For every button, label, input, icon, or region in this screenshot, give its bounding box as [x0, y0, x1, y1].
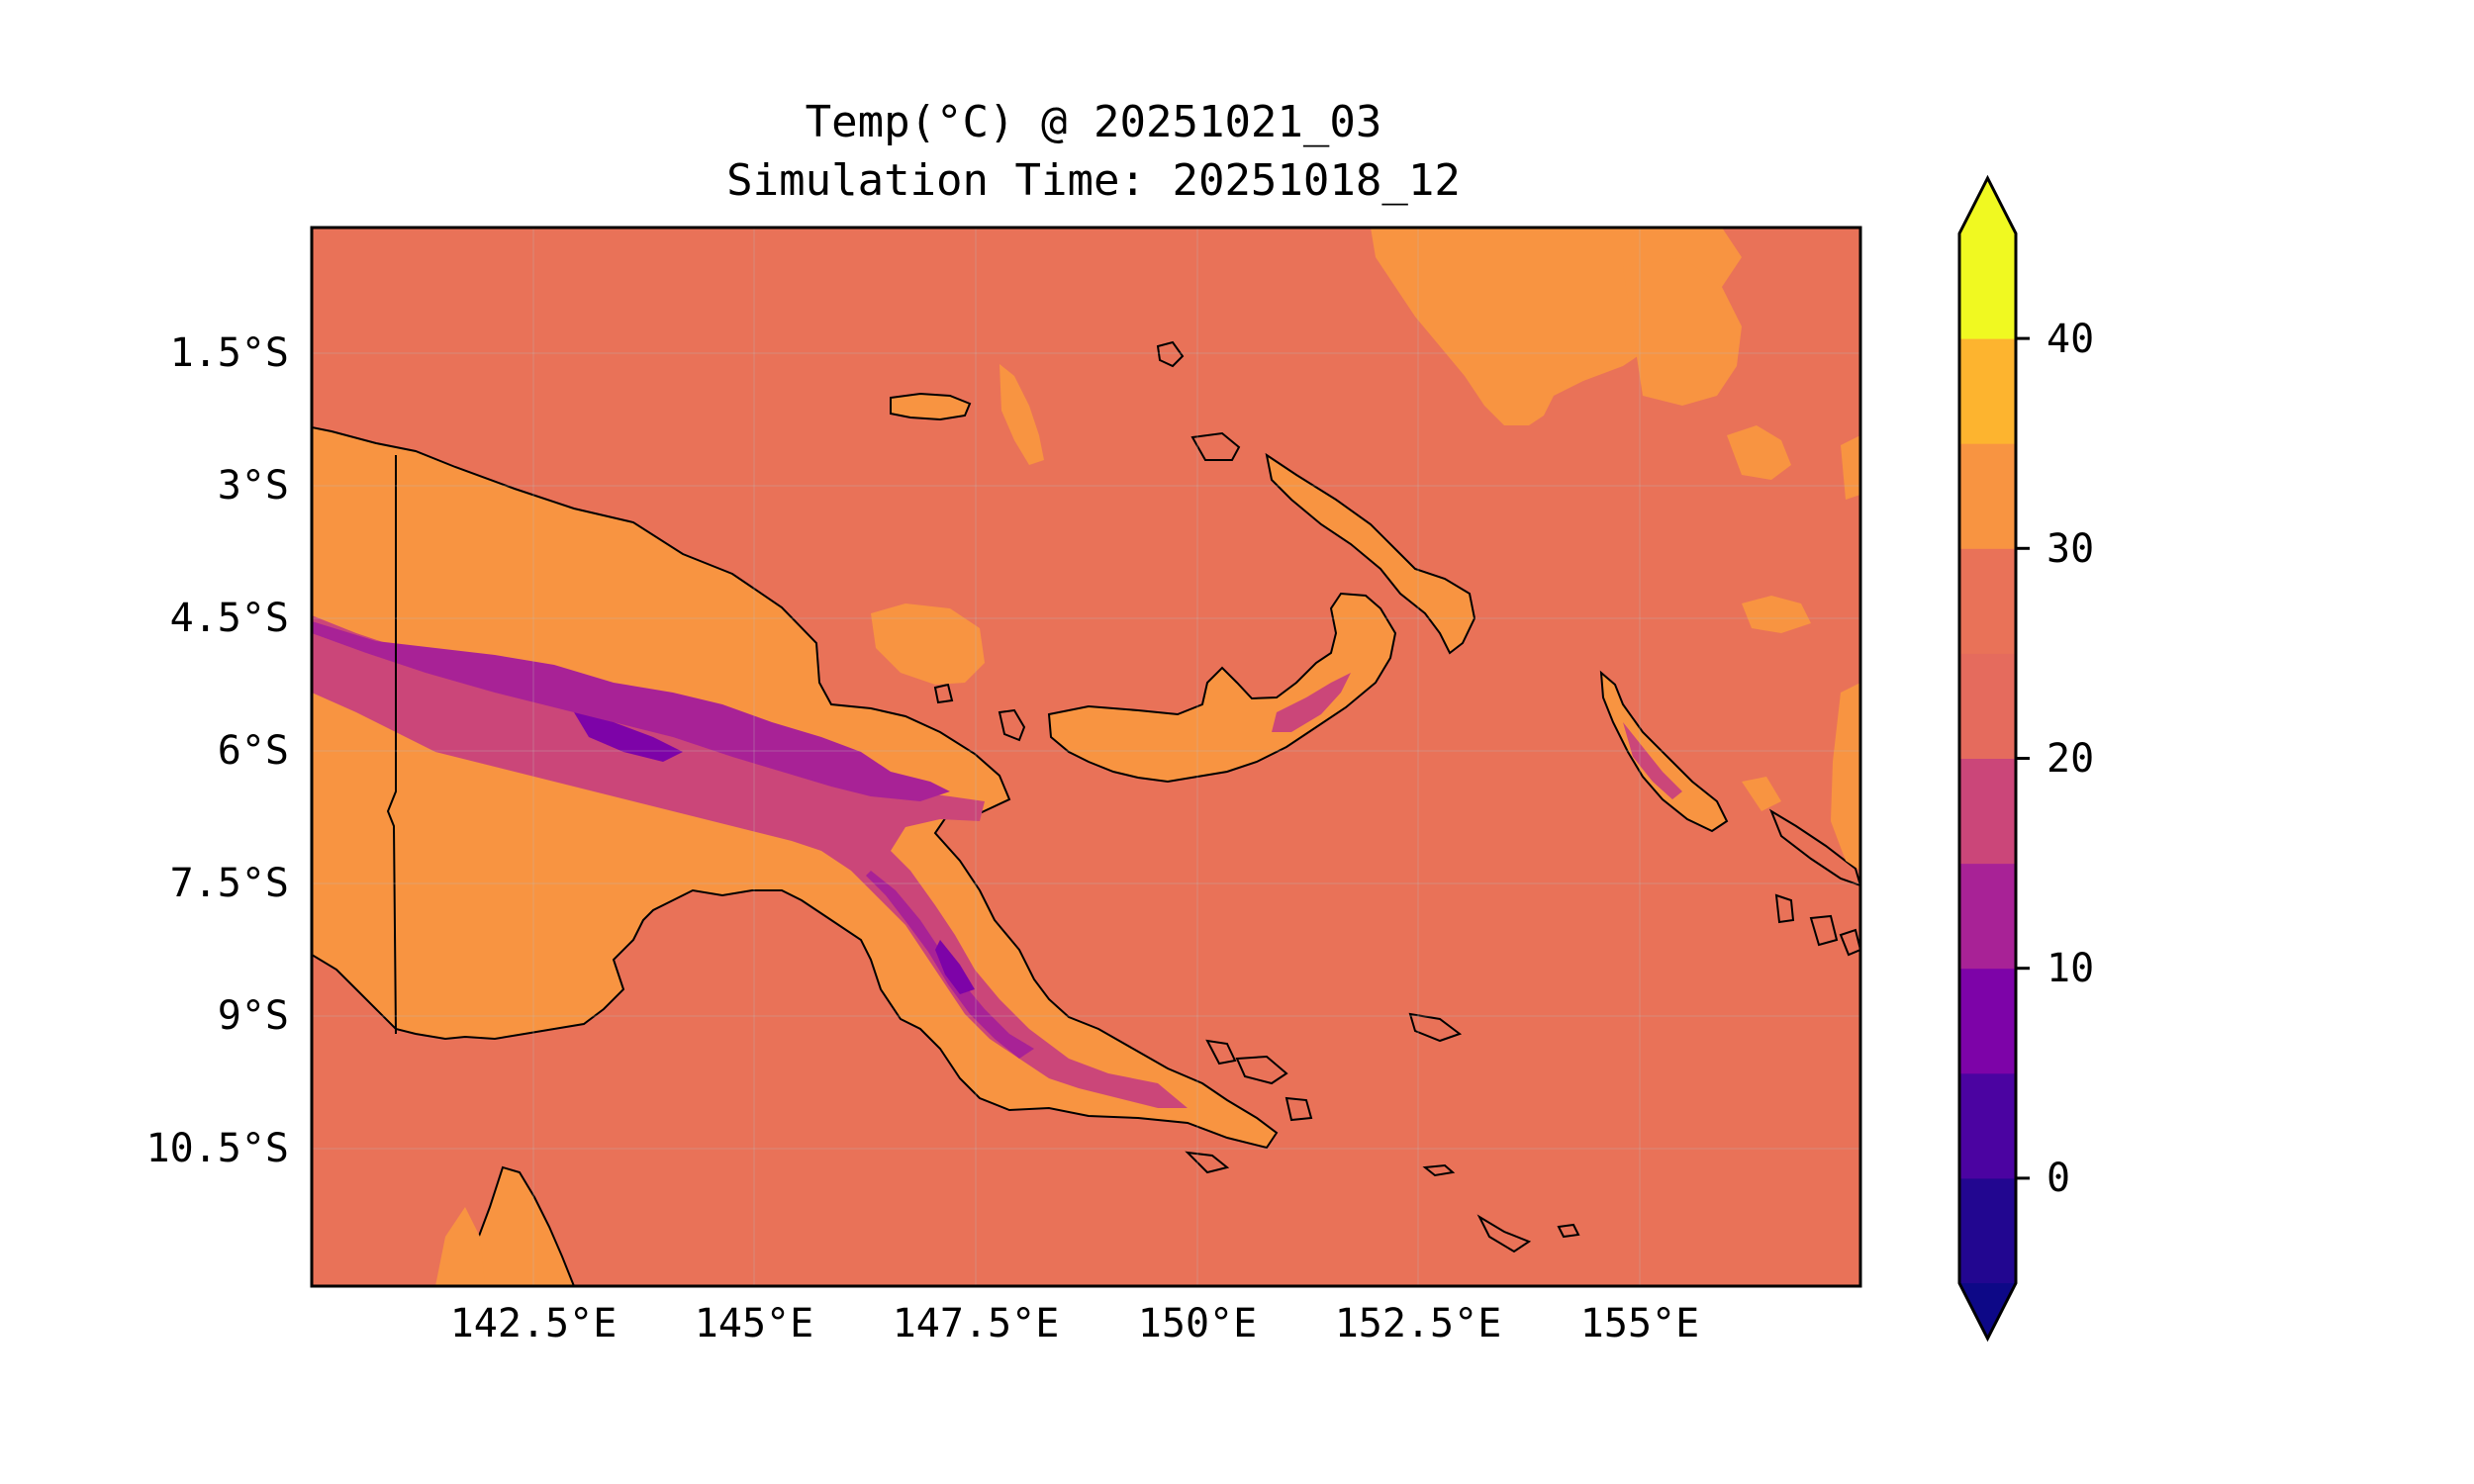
- bougainville-ridge: [1623, 722, 1682, 799]
- colorbar-segment: [1959, 653, 2016, 759]
- colorbar-segment: [1959, 863, 2016, 970]
- cape-york-landmass: [463, 1165, 576, 1286]
- manus-island: [890, 392, 972, 421]
- lat-tick-label: 6°S: [217, 728, 289, 774]
- colorbar-extend-min: [1959, 1283, 2016, 1339]
- solomon-island: [1839, 928, 1860, 957]
- warm-ocean-patch: [1742, 777, 1781, 811]
- island: [1285, 1096, 1313, 1122]
- colorbar-segment: [1959, 968, 2016, 1074]
- lon-tick-label: 142.5°E: [449, 1301, 618, 1346]
- island: [1422, 1163, 1456, 1177]
- island: [1205, 1039, 1237, 1066]
- lat-tick-label: 3°S: [217, 463, 289, 509]
- colorbar-segment: [1959, 443, 2016, 549]
- lat-tick-label: 4.5°S: [169, 596, 289, 641]
- lon-tick-label: 155°E: [1579, 1301, 1700, 1346]
- warm-ocean-patch: [871, 603, 985, 685]
- island: [1235, 1055, 1288, 1085]
- new-britain-ridge: [1272, 673, 1351, 732]
- lat-tick-label: 7.5°S: [169, 861, 289, 906]
- warm-ocean-patch: [1623, 257, 1742, 406]
- colorbar-tick-label: 0: [2046, 1156, 2071, 1201]
- island: [998, 708, 1026, 742]
- colorbar-segment: [1959, 758, 2016, 865]
- island: [1476, 1214, 1532, 1253]
- solomon-island: [1774, 893, 1795, 924]
- new-britain-island: [1047, 592, 1397, 784]
- island: [1190, 431, 1241, 461]
- warm-ocean-patch: [1742, 596, 1811, 633]
- island: [1408, 1012, 1463, 1043]
- colorbar-tick-label: 40: [2046, 317, 2095, 362]
- island: [1185, 1151, 1230, 1174]
- warm-ocean-patch: [1727, 425, 1791, 480]
- colorbar-segment: [1959, 1072, 2016, 1179]
- colorbar-segment: [1959, 548, 2016, 654]
- island: [1557, 1223, 1580, 1239]
- new-ireland-island: [1265, 452, 1476, 655]
- bougainville-island: [1599, 670, 1729, 833]
- island: [933, 683, 954, 704]
- lon-tick-label: 145°E: [694, 1301, 814, 1346]
- colorbar-tick-label: 10: [2046, 946, 2095, 991]
- solomon-island: [1809, 914, 1839, 947]
- colorbar-tick-label: 30: [2046, 526, 2095, 572]
- lat-tick-label: 10.5°S: [145, 1126, 290, 1171]
- chart-subtitle: Simulation Time: 20251018_12: [726, 155, 1461, 206]
- lon-tick-label: 152.5°E: [1334, 1301, 1502, 1346]
- colorbar-segment: [1959, 1177, 2016, 1284]
- warm-ocean-patch: [1831, 683, 1860, 871]
- map-panel: [312, 228, 1860, 1286]
- warm-ocean-patch: [1841, 435, 1860, 500]
- colorbar-extend-max: [1959, 178, 2016, 233]
- border-line: [386, 455, 397, 1035]
- lat-tick-label: 9°S: [217, 993, 289, 1039]
- lon-tick-label: 150°E: [1137, 1301, 1258, 1346]
- colorbar: [1957, 174, 2030, 1343]
- colorbar-outline: [1957, 174, 2018, 1343]
- map-frame: [310, 226, 1862, 1288]
- highland-ridge-core: [312, 621, 950, 801]
- island: [1156, 340, 1185, 368]
- map-gridlines: [312, 228, 1860, 1286]
- lon-tick-label: 147.5°E: [892, 1301, 1060, 1346]
- chart-title: Temp(°C) @ 20251021_03: [805, 97, 1382, 147]
- highland-ridge-core: [574, 712, 683, 762]
- colorbar-tick-label: 20: [2046, 736, 2095, 782]
- colorbar-segment: [1959, 338, 2016, 444]
- warm-coastal-patch: [435, 1207, 485, 1286]
- colorbar-segment: [1959, 233, 2016, 339]
- highland-ridge-core: [935, 940, 975, 994]
- solomon-island: [1768, 808, 1860, 887]
- warm-ocean-patch: [999, 364, 1044, 465]
- lat-tick-label: 1.5°S: [169, 330, 289, 376]
